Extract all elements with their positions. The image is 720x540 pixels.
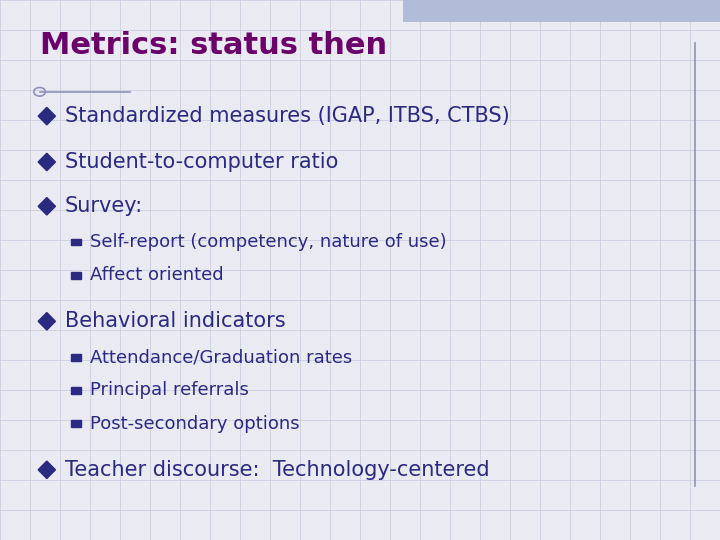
Text: Survey:: Survey: [65,196,143,217]
Polygon shape [38,313,55,330]
Text: Behavioral indicators: Behavioral indicators [65,311,285,332]
Text: Post-secondary options: Post-secondary options [90,415,300,433]
Polygon shape [38,153,55,171]
FancyBboxPatch shape [403,0,720,22]
Polygon shape [71,354,81,361]
Text: Attendance/Graduation rates: Attendance/Graduation rates [90,348,352,367]
Polygon shape [71,421,81,427]
Polygon shape [71,387,81,394]
Text: Self-report (competency, nature of use): Self-report (competency, nature of use) [90,233,446,251]
Polygon shape [38,461,55,478]
Polygon shape [71,239,81,245]
Polygon shape [38,198,55,215]
Text: Standardized measures (IGAP, ITBS, CTBS): Standardized measures (IGAP, ITBS, CTBS) [65,106,510,126]
Text: Teacher discourse:  Technology-centered: Teacher discourse: Technology-centered [65,460,490,480]
Polygon shape [71,272,81,279]
Text: Affect oriented: Affect oriented [90,266,224,285]
Text: Principal referrals: Principal referrals [90,381,249,400]
Polygon shape [38,107,55,125]
Text: Metrics: status then: Metrics: status then [40,31,387,60]
Text: Student-to-computer ratio: Student-to-computer ratio [65,152,338,172]
